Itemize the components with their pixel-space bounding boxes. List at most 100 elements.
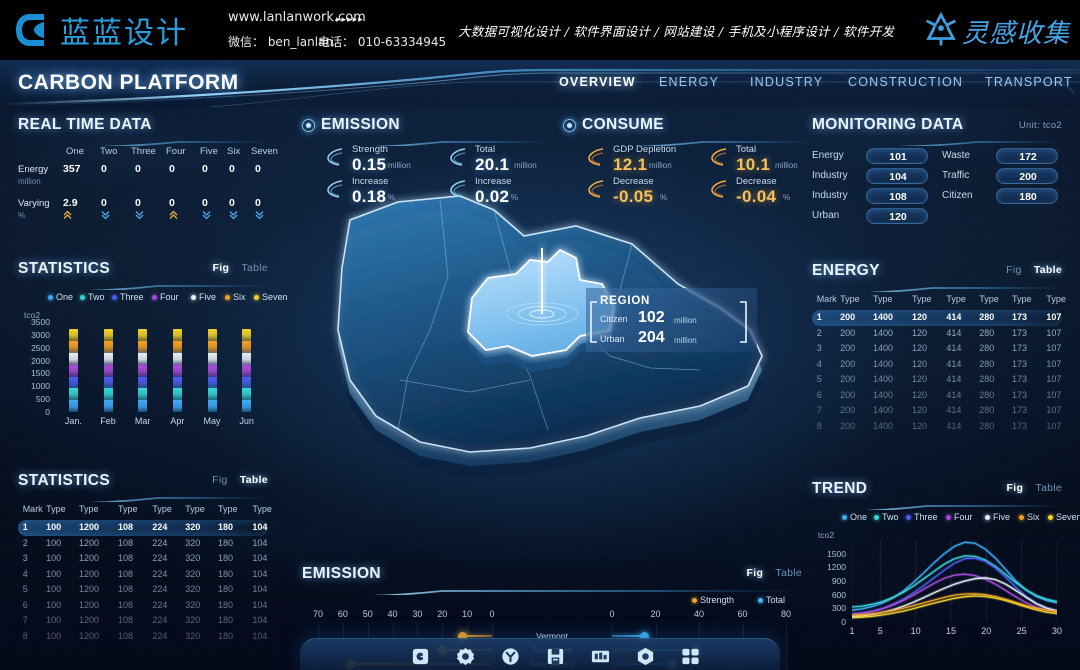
legend-item-one[interactable]: One bbox=[842, 512, 867, 522]
trend-line-four[interactable] bbox=[852, 573, 1057, 615]
toggle-fig[interactable]: Fig bbox=[746, 567, 764, 579]
monitoring-row-waste[interactable]: Waste 172 bbox=[942, 148, 1062, 165]
legend-item-one[interactable]: One bbox=[48, 292, 73, 302]
grid-apps-icon[interactable] bbox=[680, 646, 701, 667]
bar-plot-area[interactable] bbox=[56, 322, 264, 412]
panel-header: REAL TIME DATA bbox=[18, 116, 268, 146]
target-icon[interactable] bbox=[500, 646, 521, 667]
toggle-table[interactable]: Table bbox=[1033, 264, 1062, 276]
table-cell: 224 bbox=[152, 522, 168, 532]
bar-feb[interactable] bbox=[103, 329, 113, 412]
trend-line-seven[interactable] bbox=[852, 595, 1057, 619]
chart-bars-icon[interactable] bbox=[590, 646, 611, 667]
bar-jan[interactable] bbox=[68, 329, 78, 412]
trend-line-plot[interactable] bbox=[852, 540, 1057, 622]
strength-bar[interactable] bbox=[462, 635, 492, 637]
rt-col-five: Five bbox=[200, 146, 218, 157]
rt-energy-five: 0 bbox=[202, 163, 208, 175]
bar-jun[interactable] bbox=[242, 329, 252, 412]
strength-knob[interactable] bbox=[458, 631, 468, 641]
legend-item-strength[interactable]: Strength bbox=[692, 595, 734, 605]
table-row[interactable]: 3 200 1400 120 414 280 173 107 bbox=[812, 341, 1062, 357]
total-bar[interactable] bbox=[612, 635, 645, 637]
home-icon[interactable] bbox=[410, 646, 431, 667]
table-row[interactable]: 4 200 1400 120 414 280 173 107 bbox=[812, 357, 1062, 373]
table-cell: 280 bbox=[979, 343, 995, 353]
legend-item-seven[interactable]: Seven bbox=[1048, 512, 1080, 522]
table-cell: 200 bbox=[840, 343, 856, 353]
nav-item-transport[interactable]: TRANSPORT bbox=[985, 75, 1073, 89]
table-row[interactable]: 5 200 1400 120 414 280 173 107 bbox=[812, 372, 1062, 388]
bar-may[interactable] bbox=[207, 329, 217, 412]
legend-item-total[interactable]: Total bbox=[758, 595, 785, 605]
legend-item-two[interactable]: Two bbox=[874, 512, 899, 522]
table-row[interactable]: 4 100 1200 108 224 320 180 104 bbox=[18, 567, 268, 583]
legend-item-five[interactable]: Five bbox=[985, 512, 1010, 522]
save-disk-icon[interactable] bbox=[545, 646, 566, 667]
toggle-table[interactable]: Table bbox=[241, 262, 268, 274]
bar-segment-three bbox=[68, 376, 78, 389]
monitoring-row-energy[interactable]: Energy 101 bbox=[812, 148, 932, 165]
table-cell: 280 bbox=[979, 374, 995, 384]
emission-indicator-icon bbox=[302, 119, 315, 132]
bar-apr[interactable] bbox=[172, 329, 182, 412]
trend-line-six[interactable] bbox=[852, 593, 1057, 616]
kpi-value: 10.1 bbox=[736, 155, 771, 174]
legend-item-four[interactable]: Four bbox=[946, 512, 973, 522]
legend-item-three[interactable]: Three bbox=[112, 292, 144, 302]
toggle-fig[interactable]: Fig bbox=[1006, 264, 1022, 276]
toggle-fig[interactable]: Fig bbox=[212, 262, 230, 274]
legend-item-six[interactable]: Six bbox=[1019, 512, 1040, 522]
right-axis-tick: 80 bbox=[780, 609, 791, 619]
table-row[interactable]: 1 200 1400 120 414 280 173 107 bbox=[812, 310, 1062, 326]
hexagon-icon[interactable] bbox=[635, 646, 656, 667]
trend-line-two[interactable] bbox=[852, 555, 1057, 608]
table-cell: 414 bbox=[946, 343, 962, 353]
table-row[interactable]: 2 100 1200 108 224 320 180 104 bbox=[18, 536, 268, 552]
table-cell: 280 bbox=[979, 389, 995, 400]
table-row[interactable]: 3 100 1200 108 224 320 180 104 bbox=[18, 551, 268, 567]
legend-item-three[interactable]: Three bbox=[906, 512, 938, 522]
legend-item-seven[interactable]: Seven bbox=[254, 292, 288, 302]
monitoring-row-traffic[interactable]: Traffic 200 bbox=[942, 168, 1062, 185]
lanlan-logo-icon bbox=[16, 14, 44, 46]
table-row[interactable]: 5 100 1200 108 224 320 180 104 bbox=[18, 582, 268, 598]
region-map[interactable] bbox=[280, 180, 800, 500]
kpi-gdp-depletion: GDP Depletion 12.1 million bbox=[585, 144, 705, 180]
legend-item-five[interactable]: Five bbox=[191, 292, 216, 302]
legend-item-six[interactable]: Six bbox=[225, 292, 246, 302]
table-row[interactable]: 7 200 1400 120 414 280 173 107 bbox=[812, 403, 1062, 419]
panel-title: CONSUME bbox=[582, 116, 665, 133]
nav-item-energy[interactable]: ENERGY bbox=[659, 75, 719, 89]
table-row[interactable]: 8 100 1200 108 224 320 180 104 bbox=[18, 629, 268, 645]
bar-mar[interactable] bbox=[138, 329, 148, 412]
site-url[interactable]: www.lanlanwork.com bbox=[228, 10, 366, 25]
monitoring-row-industry-1[interactable]: Industry 104 bbox=[812, 168, 932, 185]
table-row[interactable]: 6 100 1200 108 224 320 180 104 bbox=[18, 598, 268, 614]
toggle-table[interactable]: Table bbox=[775, 567, 802, 579]
nav-item-overview[interactable]: OVERVIEW bbox=[559, 75, 636, 89]
monitoring-row-industry-2[interactable]: Industry 108 bbox=[812, 188, 932, 205]
legend-item-four[interactable]: Four bbox=[152, 292, 179, 302]
table-cell: 320 bbox=[185, 537, 201, 548]
rt-col-seven: Seven bbox=[251, 146, 278, 157]
table-row[interactable]: 7 100 1200 108 224 320 180 104 bbox=[18, 613, 268, 629]
table-row[interactable]: 6 200 1400 120 414 280 173 107 bbox=[812, 388, 1062, 404]
left-axis-tick: 40 bbox=[387, 609, 398, 619]
monitoring-row-urban[interactable]: Urban 120 bbox=[812, 208, 932, 225]
table-row[interactable]: 2 200 1400 120 414 280 173 107 bbox=[812, 326, 1062, 342]
column-header: Type bbox=[1046, 294, 1066, 304]
settings-gear-icon[interactable] bbox=[455, 646, 476, 667]
kpi-label: Decrease bbox=[736, 176, 777, 187]
monitoring-row-citizen[interactable]: Citizen 180 bbox=[942, 188, 1062, 205]
nav-item-industry[interactable]: INDUSTRY bbox=[750, 75, 824, 89]
toggle-table[interactable]: Table bbox=[239, 474, 268, 486]
toggle-fig[interactable]: Fig bbox=[1006, 482, 1024, 494]
nav-item-construction[interactable]: CONSTRUCTION bbox=[848, 75, 964, 89]
table-row[interactable]: 1 100 1200 108 224 320 180 104 bbox=[18, 520, 268, 536]
legend-item-two[interactable]: Two bbox=[80, 292, 105, 302]
toggle-fig[interactable]: Fig bbox=[212, 474, 228, 486]
table-row[interactable]: 8 200 1400 120 414 280 173 107 bbox=[812, 419, 1062, 435]
total-knob[interactable] bbox=[639, 631, 649, 641]
toggle-table[interactable]: Table bbox=[1035, 482, 1062, 494]
